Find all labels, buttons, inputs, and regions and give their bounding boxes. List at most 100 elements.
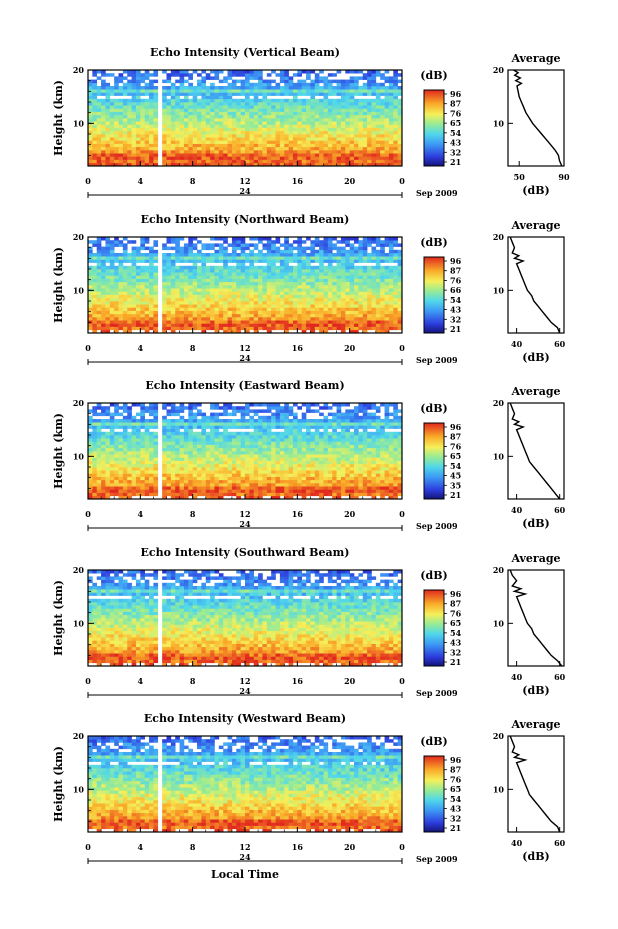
heatmap-cell (192, 320, 198, 324)
heatmap-cell (292, 256, 298, 260)
heatmap-cell (253, 470, 259, 474)
average-x-tick-label: 50 (514, 172, 526, 182)
heatmap-cell (397, 317, 403, 321)
heatmap-cell (240, 89, 246, 93)
heatmap-cell (367, 137, 372, 141)
heatmap-cell (231, 313, 237, 318)
heatmap-cell (188, 249, 193, 254)
heatmap-cell (253, 243, 259, 247)
heatmap-cell (131, 297, 137, 302)
heatmap-cell (135, 294, 141, 299)
heatmap-cell (214, 76, 220, 80)
heatmap-cell (183, 156, 189, 160)
heatmap-cell (349, 326, 355, 331)
heatmap-cell (371, 313, 377, 318)
heatmap-cell (345, 89, 350, 93)
heatmap-cell (227, 269, 233, 273)
heatmap-cell (340, 294, 346, 299)
heatmap-cell (393, 118, 398, 122)
heatmap-cell (192, 495, 198, 500)
heatmap-cell (210, 457, 215, 461)
heatmap-cell (127, 272, 132, 276)
heatmap-cell (253, 76, 259, 80)
colorbar-tick-label: 54 (450, 128, 462, 138)
heatmap-cell (271, 92, 276, 96)
heatmap-cell (393, 310, 398, 315)
heatmap-cell (314, 130, 320, 135)
heatmap-cell (314, 102, 320, 106)
heatmap-cell (345, 307, 350, 311)
heatmap-cell (288, 313, 294, 318)
heatmap-cell (297, 275, 302, 279)
heatmap-cell (271, 118, 276, 122)
heatmap-cell (397, 259, 403, 263)
heatmap-cell (297, 70, 302, 74)
heatmap-cell (218, 124, 224, 128)
heatmap-cell (101, 269, 106, 273)
heatmap-cell (201, 307, 207, 311)
heatmap-cell (380, 124, 385, 128)
heatmap-cell (384, 326, 390, 331)
heatmap-cell (192, 108, 198, 112)
heatmap-cell (188, 134, 193, 138)
heatmap-cell (162, 98, 167, 103)
heatmap-cell (384, 313, 390, 318)
heatmap-cell (218, 249, 224, 254)
heatmap-cell (358, 473, 364, 477)
heatmap-cell (227, 457, 233, 461)
heatmap-cell (388, 307, 394, 311)
heatmap-cell (262, 143, 268, 148)
heatmap-cell (332, 105, 337, 109)
heatmap-cell (297, 489, 302, 493)
heatmap-cell (393, 483, 398, 487)
heatmap-cell (218, 265, 224, 270)
heatmap-cell (384, 134, 390, 138)
heatmap-cell (292, 108, 298, 112)
heatmap-cell (380, 307, 385, 311)
heatmap-cell (349, 105, 355, 109)
heatmap-cell (205, 92, 211, 96)
heatmap-cell (266, 249, 272, 254)
heatmap-cell (358, 317, 364, 321)
heatmap-cell (175, 118, 180, 122)
heatmap-cell (192, 156, 198, 160)
heatmap-cell (175, 265, 180, 270)
heatmap-cell (271, 492, 276, 497)
heatmap-cell (227, 473, 233, 477)
heatmap-cell (340, 156, 346, 160)
heatmap-cell (122, 291, 128, 295)
heatmap-cell (288, 143, 294, 148)
heatmap-cell (96, 259, 102, 263)
heatmap-cell (253, 146, 259, 151)
heatmap-cell (201, 98, 207, 103)
heatmap-cell (336, 249, 342, 254)
heatmap-cell (354, 310, 359, 315)
heatmap-cell (166, 310, 172, 315)
heatmap-cell (223, 275, 228, 279)
heatmap-cell (223, 278, 228, 283)
heatmap-cell (306, 118, 311, 122)
heatmap-cell (149, 326, 154, 331)
heatmap-cell (188, 269, 193, 273)
heatmap-cell (183, 256, 189, 260)
heatmap-cell (201, 479, 207, 484)
heatmap-cell (288, 301, 294, 305)
heatmap-cell (249, 70, 255, 74)
heatmap-cell (284, 297, 289, 302)
heatmap-cell (144, 272, 150, 276)
heatmap-cell (144, 70, 150, 74)
heatmap-cell (109, 108, 115, 112)
heatmap-cell (109, 89, 115, 93)
heatmap-cell (205, 76, 211, 80)
heatmap-cell (253, 108, 259, 112)
heatmap-cell (253, 105, 259, 109)
heatmap-cell (332, 237, 337, 241)
heatmap-cell (240, 463, 246, 468)
heatmap-cell (105, 249, 111, 254)
heatmap-cell (266, 460, 272, 465)
heatmap-cell (367, 317, 372, 321)
heatmap-cell (306, 76, 311, 80)
heatmap-cell (183, 323, 189, 327)
heatmap-cell (179, 454, 185, 458)
heatmap-cell (271, 150, 276, 154)
